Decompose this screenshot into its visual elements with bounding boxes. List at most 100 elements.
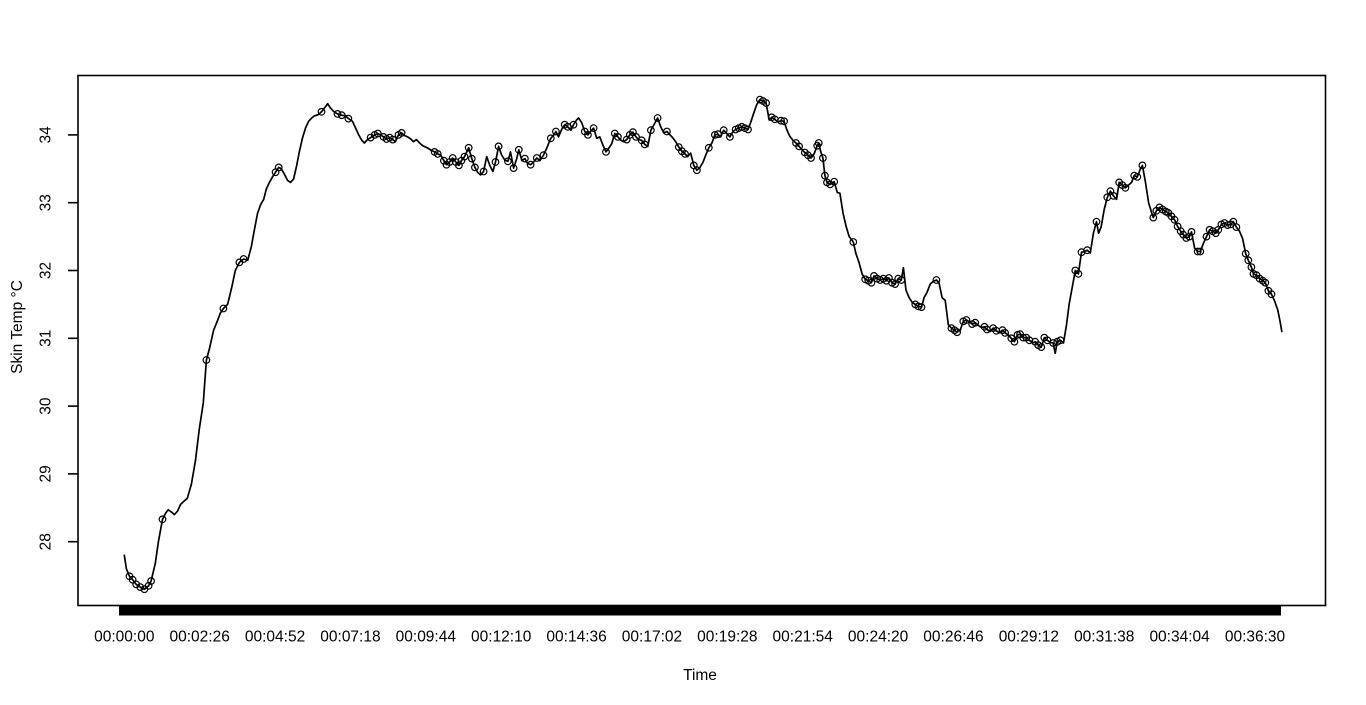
data-point-marker — [602, 147, 610, 156]
data-point-marker — [1109, 191, 1118, 200]
data-point-marker — [202, 356, 211, 364]
data-point-marker — [1187, 227, 1196, 236]
data-point-marker — [814, 139, 823, 147]
x-tick-label: 00:29:12 — [999, 629, 1059, 646]
data-point-marker — [1074, 270, 1083, 278]
data-point-marker — [509, 164, 518, 173]
x-tick-label: 00:14:36 — [546, 629, 606, 646]
data-point-marker — [1202, 232, 1211, 241]
x-axis-title: Time — [683, 667, 717, 684]
data-point-marker — [971, 318, 980, 327]
y-tick-label: 32 — [38, 262, 55, 279]
data-point-marker — [546, 134, 555, 143]
data-point-marker — [158, 515, 167, 524]
y-tick-label: 28 — [38, 533, 55, 550]
y-axis-title: Skin Temp °C — [9, 280, 26, 374]
x-tick-label: 00:12:10 — [471, 629, 532, 646]
data-point-marker — [647, 126, 655, 135]
data-point-marker — [1010, 337, 1019, 346]
data-point-marker — [1138, 161, 1147, 170]
data-point-marker — [274, 163, 283, 172]
data-point-marker — [867, 278, 876, 287]
x-tick-label: 00:19:28 — [697, 629, 757, 646]
data-point-marker — [726, 132, 734, 141]
data-point-marker — [521, 154, 529, 163]
data-point-marker — [344, 114, 353, 123]
x-tick-label: 00:31:38 — [1074, 629, 1134, 646]
data-point-marker — [1083, 246, 1092, 255]
data-point-marker — [830, 177, 839, 186]
skin-temp-line — [123, 98, 1283, 591]
data-point-marker — [460, 152, 469, 161]
data-point-marker — [1223, 221, 1232, 230]
data-point-marker — [494, 142, 503, 151]
data-point-marker — [532, 154, 541, 162]
y-axis-ticks: 28 29 30 31 32 33 34 — [38, 126, 78, 550]
data-point-marker — [663, 127, 671, 136]
data-point-marker — [1025, 336, 1034, 345]
data-point-marker — [147, 577, 156, 585]
data-point-marker — [433, 149, 442, 158]
data-point-marker — [569, 120, 578, 129]
data-point-marker — [1196, 247, 1205, 256]
x-tick-label: 00:00:00 — [94, 629, 155, 646]
x-axis-dense-tick-band — [119, 605, 1281, 616]
x-tick-label: 00:09:44 — [396, 629, 457, 646]
x-tick-label: 00:07:18 — [320, 629, 380, 646]
data-point-marker — [1267, 290, 1276, 299]
data-point-marker — [1185, 232, 1194, 241]
data-point-marker — [136, 583, 145, 591]
data-point-marker — [317, 107, 326, 116]
temperature-series — [123, 95, 1283, 594]
data-point-marker — [914, 302, 923, 311]
data-point-marker — [714, 130, 722, 139]
data-point-marker — [373, 129, 382, 138]
data-point-marker — [219, 304, 228, 313]
data-point-marker — [471, 163, 479, 172]
data-point-marker — [514, 145, 523, 154]
x-axis-tick-labels: 00:00:00 00:02:26 00:04:52 00:07:18 00:09:44… — [94, 629, 1285, 646]
x-tick-label: 00:36:30 — [1225, 629, 1286, 646]
data-point-marker — [440, 156, 448, 165]
data-point-marker — [1133, 172, 1142, 181]
data-point-marker — [479, 167, 488, 176]
data-point-marker — [491, 158, 500, 166]
data-point-marker — [762, 99, 770, 107]
data-point-marker — [504, 157, 512, 166]
data-point-marker — [777, 116, 785, 125]
data-point-marker — [795, 142, 803, 151]
data-point-marker — [932, 276, 941, 284]
x-tick-label: 00:26:46 — [923, 629, 983, 646]
x-tick-label: 00:04:52 — [245, 629, 305, 646]
data-point-marker — [467, 154, 476, 163]
y-tick-label: 30 — [38, 397, 55, 415]
data-point-marker — [333, 109, 342, 118]
data-point-marker — [1037, 343, 1046, 352]
data-point-marker — [807, 154, 815, 162]
x-tick-label: 00:24:20 — [848, 629, 909, 646]
data-point-marker — [653, 114, 662, 122]
data-point-marker — [1244, 256, 1253, 265]
data-point-marker — [1149, 213, 1158, 222]
data-point-marker — [962, 316, 971, 324]
data-point-marker — [539, 151, 548, 160]
y-tick-label: 34 — [38, 126, 55, 144]
data-point-marker — [1170, 215, 1179, 224]
data-point-marker — [464, 143, 473, 152]
data-point-marker — [388, 135, 397, 144]
data-point-marker — [589, 124, 598, 133]
data-point-marker — [1247, 263, 1256, 272]
data-point-marker — [780, 117, 788, 126]
x-tick-label: 00:34:04 — [1149, 629, 1210, 646]
y-tick-label: 31 — [38, 330, 55, 347]
data-point-marker — [1092, 217, 1101, 226]
data-point-marker — [681, 149, 689, 158]
data-point-marker — [337, 111, 346, 120]
data-point-marker — [584, 130, 592, 139]
data-point-marker — [704, 143, 713, 152]
data-point-marker — [819, 154, 827, 162]
data-point-marker — [711, 130, 719, 139]
data-point-marker — [744, 125, 752, 134]
data-point-marker — [1049, 339, 1057, 347]
